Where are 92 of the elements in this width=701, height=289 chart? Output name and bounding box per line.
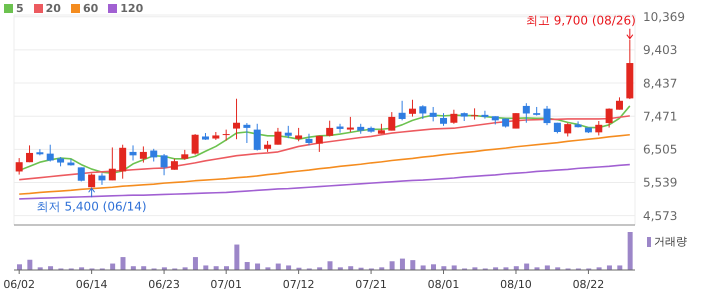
candlestick [150, 148, 158, 162]
x-tick-label: 07/01 [210, 278, 242, 289]
candlestick [595, 120, 602, 136]
legend-label: 120 [120, 2, 144, 15]
annotation: 최고 9,700 (08/26) [526, 14, 636, 28]
x-tick-label: 07/12 [282, 278, 314, 289]
candlestick [512, 112, 520, 130]
candlestick [316, 135, 323, 152]
candlestick [57, 156, 64, 167]
x-tick-label: 08/22 [572, 278, 604, 289]
candlestick [346, 116, 354, 133]
legend-label: 5 [16, 2, 24, 15]
candlestick [192, 134, 199, 156]
candlestick [88, 173, 96, 188]
bar [27, 260, 32, 270]
candlestick [170, 158, 178, 170]
bar [110, 264, 116, 270]
bar [441, 266, 446, 270]
candlestick [233, 98, 240, 140]
bar [514, 266, 519, 270]
candlestick [108, 146, 116, 181]
candlestick [616, 96, 623, 110]
bar [400, 258, 405, 270]
bar [390, 261, 395, 270]
y-tick-label: 10,369 [643, 10, 685, 24]
candlestick [222, 129, 230, 142]
bar [48, 266, 54, 270]
y-tick-label: 7,471 [643, 109, 678, 124]
candlestick [119, 144, 126, 180]
bar [234, 244, 240, 270]
candlestick [440, 112, 448, 126]
bar [141, 266, 146, 270]
bar [328, 261, 332, 270]
bar [276, 264, 281, 270]
candlestick [130, 144, 137, 161]
candlestick [522, 102, 530, 124]
candlestick [274, 127, 282, 146]
candlestick [450, 109, 458, 124]
candlestick [295, 127, 302, 142]
candlestick [26, 144, 34, 163]
candlestick [471, 108, 478, 120]
legend-label: 거래량 [654, 234, 687, 249]
candlestick [264, 140, 272, 152]
candlestick [357, 123, 364, 134]
candlestick [243, 122, 250, 144]
bar [130, 266, 136, 270]
bar [214, 266, 219, 270]
candlestick [46, 144, 54, 162]
candlestick [181, 149, 188, 160]
bar [348, 266, 354, 270]
x-tick-label: 06/14 [76, 278, 108, 289]
bar [524, 264, 530, 270]
y-tick-label: 5,539 [643, 176, 678, 190]
legend-label: 60 [82, 2, 98, 15]
annotation: 최저 5,400 (06/14) [36, 199, 147, 214]
candlestick [254, 123, 261, 152]
legend-label: 20 [46, 2, 61, 15]
x-tick-label: 07/21 [355, 278, 387, 289]
candlestick [16, 158, 23, 176]
bar [410, 260, 416, 270]
bar [255, 264, 260, 270]
bar [224, 266, 229, 270]
candlestick [544, 105, 551, 126]
y-tick-label: 6,505 [643, 142, 678, 157]
line-series [18, 164, 631, 200]
bar [120, 257, 126, 270]
candlestick [326, 120, 334, 137]
bar [628, 232, 633, 270]
candlestick [606, 108, 613, 128]
bar [192, 257, 198, 270]
candlestick [78, 166, 85, 182]
candlestick [419, 104, 426, 120]
candlestick [554, 122, 561, 134]
candlestick [388, 112, 396, 132]
bar [244, 262, 250, 270]
x-tick-label: 06/23 [148, 278, 180, 289]
x-tick-label: 06/02 [3, 278, 36, 289]
candlestick [140, 146, 147, 164]
y-tick-label: 4,573 [643, 208, 678, 223]
candlestick [98, 172, 106, 186]
x-tick-label: 08/01 [428, 278, 460, 289]
y-tick-label: 8,437 [643, 76, 678, 90]
candlestick [430, 106, 437, 122]
candlestick [398, 100, 406, 121]
line-series [18, 134, 631, 195]
candlestick [564, 122, 572, 137]
candlestick [284, 125, 292, 139]
y-tick-label: 9,403 [643, 43, 678, 58]
candlestick [305, 133, 312, 146]
candlestick [160, 153, 168, 176]
candlestick [408, 99, 416, 118]
x-tick-label: 08/10 [500, 278, 532, 289]
